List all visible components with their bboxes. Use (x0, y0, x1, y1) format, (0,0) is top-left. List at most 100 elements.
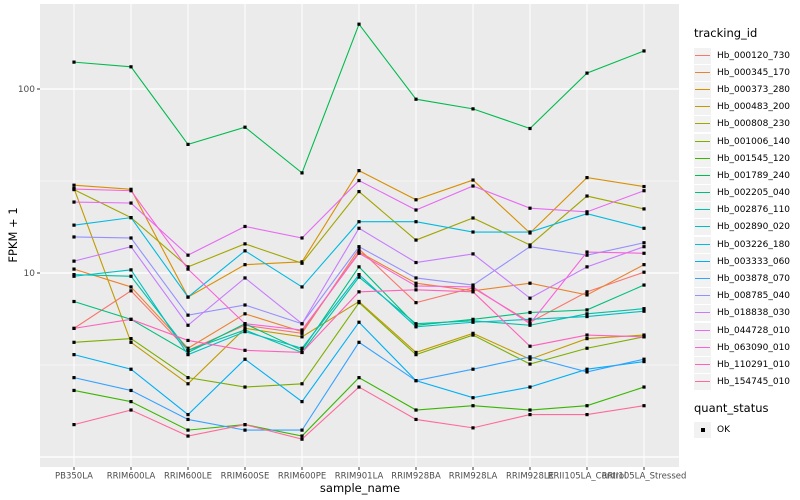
data-point (471, 252, 475, 256)
data-point (243, 263, 247, 267)
data-point (300, 328, 304, 332)
data-point (642, 245, 646, 249)
legend-shape-items: OK (694, 422, 798, 439)
data-point (471, 404, 475, 408)
data-point (300, 348, 304, 352)
data-point (528, 126, 532, 131)
legend-item: Hb_003878_070 (694, 270, 798, 288)
legend-item: Hb_003333_060 (694, 253, 798, 270)
legend-item: Hb_002205_040 (694, 185, 798, 202)
data-point (243, 428, 247, 432)
data-point (585, 175, 589, 180)
data-point (72, 187, 76, 191)
legend-item-label: Hb_001545_120 (717, 153, 791, 164)
data-point (585, 367, 589, 371)
legend-key-line-icon (694, 271, 711, 288)
legend-item-label: Hb_063090_010 (717, 342, 791, 353)
legend-spacer (694, 391, 798, 401)
legend-key-line-icon (694, 64, 711, 81)
data-point (585, 412, 589, 417)
data-point (414, 238, 418, 242)
data-point (300, 261, 304, 265)
data-point (300, 346, 304, 350)
x-tick-label: PB350LA (55, 472, 93, 482)
data-point (186, 417, 190, 422)
legend-key-line-icon (694, 99, 711, 116)
data-point (528, 230, 532, 234)
data-point (357, 169, 361, 173)
legend-key-line-icon (694, 133, 711, 150)
legend-item: Hb_001545_120 (694, 150, 798, 167)
data-point (129, 289, 133, 293)
data-point (186, 434, 190, 438)
data-point (129, 201, 133, 205)
data-point (642, 404, 646, 408)
legend-item: Hb_063090_010 (694, 339, 798, 356)
legend-item-label: Hb_003878_070 (717, 274, 791, 285)
legend-key-line-icon (694, 185, 711, 202)
x-tick-label: RRIM928BA (391, 472, 441, 482)
data-point (186, 142, 190, 146)
x-tick-label: RRIM928LE (506, 472, 554, 482)
data-point (357, 189, 361, 194)
data-point (642, 333, 646, 337)
x-tick-label: RRIM600SE (221, 472, 270, 482)
legend-item-label: Hb_003333_060 (717, 256, 791, 267)
data-point (300, 400, 304, 404)
data-point (471, 230, 475, 234)
data-point (72, 273, 76, 277)
data-point (528, 310, 532, 315)
data-point (357, 265, 361, 269)
legend-title-quant-status: quant_status (694, 400, 769, 415)
data-point (72, 183, 76, 187)
legend-key-line-icon (694, 47, 711, 64)
data-point (585, 210, 589, 214)
legend-title-tracking-id: tracking_id (694, 26, 758, 40)
data-point (471, 320, 475, 324)
legend-item-label: Hb_154745_010 (717, 377, 791, 388)
legend-item: Hb_002876_110 (694, 202, 798, 219)
legend-key-line-icon (694, 305, 711, 322)
data-point (357, 226, 361, 230)
x-tick-label: RRIM600LE (164, 472, 212, 482)
data-point (585, 314, 589, 319)
data-point (585, 337, 589, 341)
data-point (471, 367, 475, 371)
data-point (243, 357, 247, 361)
data-point (528, 322, 532, 326)
data-point (528, 281, 532, 285)
data-point (585, 370, 589, 374)
legend-key-line-icon (694, 288, 711, 305)
data-point (243, 249, 247, 253)
data-point (528, 344, 532, 348)
legend-item-label: Hb_000808_230 (717, 119, 791, 130)
data-point (528, 412, 532, 417)
data-point (642, 189, 646, 193)
legend-item-label: OK (717, 425, 730, 436)
data-point (357, 251, 361, 255)
data-point (471, 426, 475, 430)
data-point (129, 189, 133, 193)
data-point (642, 263, 646, 267)
legend-item: Hb_044728_010 (694, 322, 798, 339)
data-point (243, 224, 247, 229)
data-point (414, 379, 418, 383)
legend-item-label: Hb_002890_020 (717, 222, 791, 233)
data-point (129, 367, 133, 371)
data-point (642, 270, 646, 274)
legend-item: Hb_110291_010 (694, 356, 798, 373)
data-point (414, 325, 418, 329)
data-point (414, 260, 418, 265)
data-point (357, 301, 361, 305)
data-point (642, 307, 646, 311)
legend-item: Hb_154745_010 (694, 374, 798, 391)
data-point (414, 198, 418, 202)
data-point (528, 385, 532, 389)
data-point (471, 333, 475, 337)
legend-item: Hb_008785_040 (694, 288, 798, 305)
legend-key-line-icon (694, 236, 711, 253)
data-point (186, 382, 190, 386)
x-tick-label: RRII105LA_Control (548, 472, 627, 482)
data-point (471, 331, 475, 335)
data-point (642, 226, 646, 230)
